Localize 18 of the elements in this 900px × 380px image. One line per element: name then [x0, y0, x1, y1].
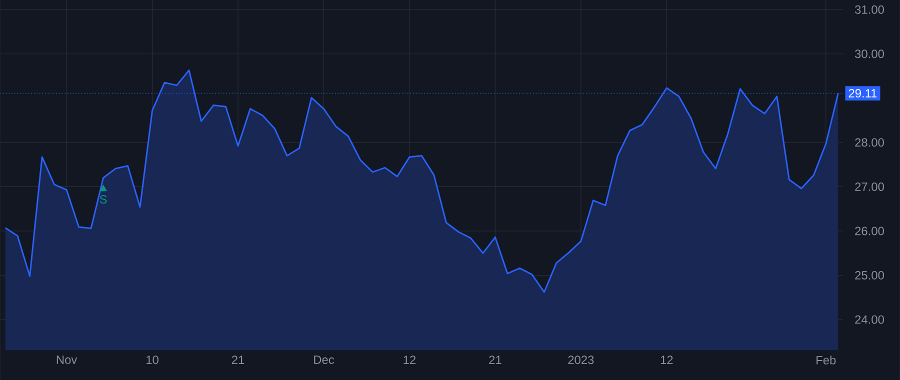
data-label: S — [100, 195, 107, 204]
x-tick-label: Feb — [816, 356, 836, 364]
y-tick-label: 31.00 — [854, 5, 884, 14]
x-tick-label: 2023 — [568, 356, 594, 364]
x-tick-label: Nov — [56, 356, 78, 364]
y-tick-label: 27.00 — [855, 182, 884, 191]
y-tick-label: 30.00 — [854, 50, 884, 58]
y-tick-label: 25.00 — [855, 271, 884, 280]
y-tick-label: 28.00 — [855, 138, 884, 147]
x-tick-label: 21 — [232, 356, 244, 364]
ref-line-label: 29.11 — [848, 89, 877, 98]
y-tick-label: 26.00 — [855, 226, 884, 236]
x-tick-label: Dec — [314, 356, 334, 364]
x-tick-label: 12 — [660, 356, 673, 364]
x-tick-label: 21 — [489, 356, 502, 364]
y-tick-label: 24.00 — [855, 315, 884, 324]
x-tick-label: 10 — [146, 356, 158, 364]
x-tick-label: 12 — [404, 356, 416, 364]
